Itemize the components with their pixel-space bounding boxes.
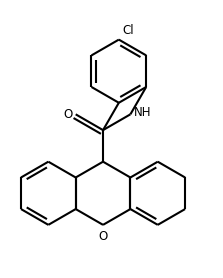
- Text: O: O: [98, 230, 108, 244]
- Text: O: O: [63, 108, 72, 121]
- Text: NH: NH: [134, 106, 151, 119]
- Text: Cl: Cl: [122, 24, 134, 37]
